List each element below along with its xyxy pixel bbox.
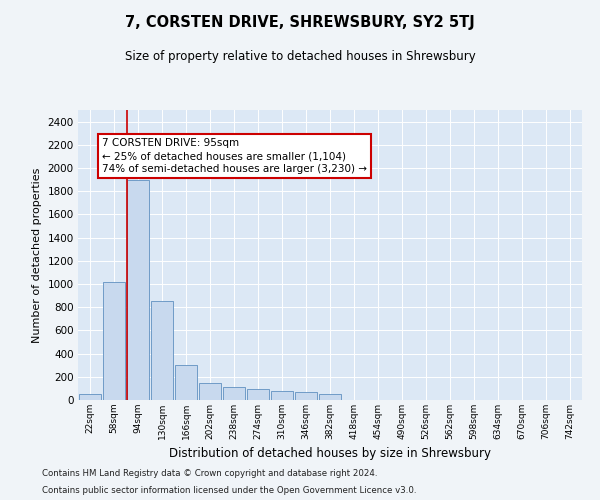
Bar <box>79 394 101 400</box>
Bar <box>319 394 341 400</box>
Bar <box>223 387 245 400</box>
Bar <box>271 390 293 400</box>
Bar <box>295 392 317 400</box>
Bar <box>103 282 125 400</box>
Text: 7, CORSTEN DRIVE, SHREWSBURY, SY2 5TJ: 7, CORSTEN DRIVE, SHREWSBURY, SY2 5TJ <box>125 15 475 30</box>
Text: Contains public sector information licensed under the Open Government Licence v3: Contains public sector information licen… <box>42 486 416 495</box>
X-axis label: Distribution of detached houses by size in Shrewsbury: Distribution of detached houses by size … <box>169 448 491 460</box>
Bar <box>199 382 221 400</box>
Bar <box>151 302 173 400</box>
Y-axis label: Number of detached properties: Number of detached properties <box>32 168 42 342</box>
Bar <box>127 180 149 400</box>
Text: 7 CORSTEN DRIVE: 95sqm
← 25% of detached houses are smaller (1,104)
74% of semi-: 7 CORSTEN DRIVE: 95sqm ← 25% of detached… <box>102 138 367 174</box>
Text: Contains HM Land Registry data © Crown copyright and database right 2024.: Contains HM Land Registry data © Crown c… <box>42 468 377 477</box>
Bar <box>175 365 197 400</box>
Text: Size of property relative to detached houses in Shrewsbury: Size of property relative to detached ho… <box>125 50 475 63</box>
Bar <box>247 389 269 400</box>
